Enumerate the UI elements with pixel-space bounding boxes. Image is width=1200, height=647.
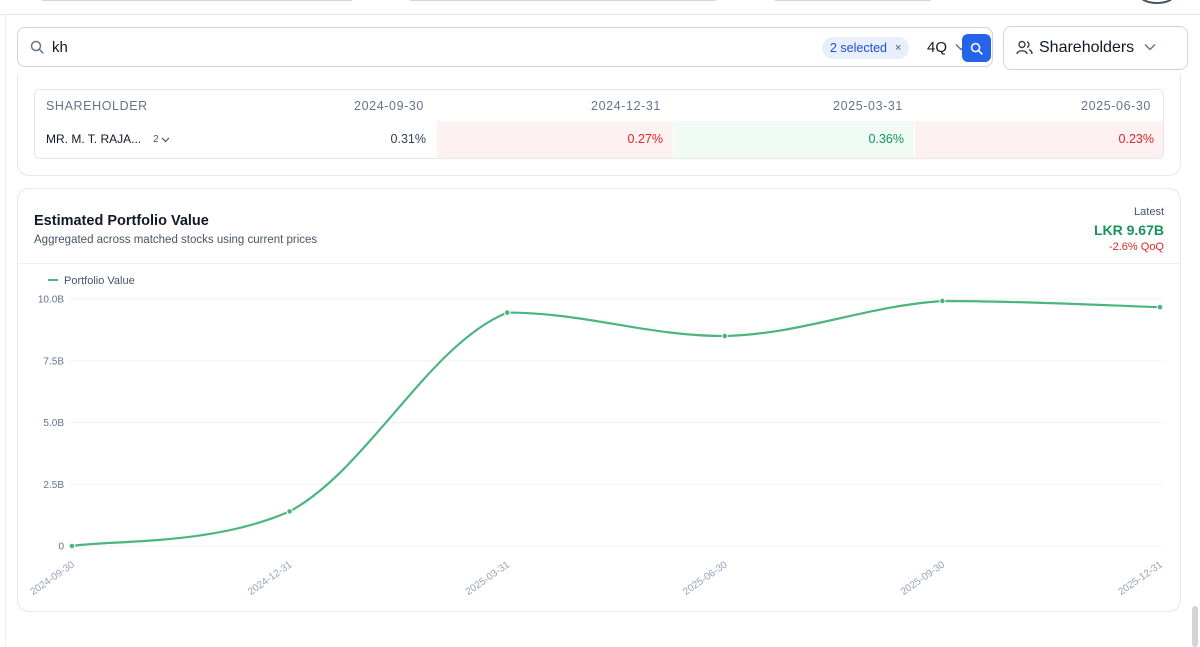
table-cell: 0.31% [195, 121, 436, 158]
page-edge [5, 14, 6, 647]
cell-value: 0.36% [868, 132, 904, 146]
column-header[interactable]: 2024-12-31 [591, 99, 661, 113]
cell-value: 0.27% [627, 132, 663, 146]
top-nav-strip [0, 0, 1200, 15]
chip-label: 2 selected [830, 41, 887, 55]
latest-change: -2.6% QoQ [1108, 241, 1164, 253]
column-header[interactable]: SHAREHOLDER [46, 99, 148, 113]
chevron-down-icon [161, 137, 169, 142]
match-count: 2 [153, 134, 159, 145]
column-header[interactable]: 2025-03-31 [833, 99, 903, 113]
divider [18, 263, 1180, 264]
portfolio-chart-card [17, 188, 1181, 612]
search-button[interactable] [962, 34, 991, 62]
holdings-table: SHAREHOLDER 2024-09-30 2024-12-31 2025-0… [34, 89, 1164, 159]
table-cell-decrease: 0.23% [915, 121, 1163, 158]
match-count-toggle[interactable]: 2 [153, 134, 170, 145]
scrollbar-thumb[interactable] [1192, 606, 1198, 647]
latest-value: LKR 9.67B [1093, 222, 1164, 238]
selected-filter-chip[interactable]: 2 selected × [822, 37, 910, 59]
chart-subtitle: Aggregated across matched stocks using c… [34, 234, 318, 246]
column-header[interactable]: 2025-06-30 [1081, 99, 1151, 113]
users-icon [1016, 40, 1033, 55]
search-input[interactable]: kh [52, 39, 68, 56]
table-cell-decrease: 0.27% [437, 121, 673, 158]
cell-value: 0.23% [1118, 132, 1154, 146]
chip-clear-icon[interactable]: × [894, 42, 902, 54]
latest-label: Latest [1134, 206, 1164, 218]
search-icon [30, 40, 44, 54]
shareholders-scope-select[interactable]: Shareholders [1003, 26, 1188, 70]
nav-fragment [410, 0, 716, 1]
scope-label: Shareholders [1039, 39, 1135, 56]
table-cell-increase: 0.36% [674, 121, 914, 158]
chevron-down-icon [1144, 43, 1156, 51]
column-header[interactable]: 2024-09-30 [354, 99, 424, 113]
nav-fragment [42, 0, 352, 1]
nav-fragment [775, 0, 931, 1]
cell-value: 0.31% [390, 132, 426, 146]
period-select[interactable]: 4Q [927, 39, 948, 56]
avatar[interactable] [1138, 0, 1176, 4]
search-icon [970, 42, 983, 55]
search-bar[interactable]: kh 2 selected × 4Q [17, 27, 993, 67]
chart-title: Estimated Portfolio Value [34, 213, 209, 229]
shareholder-name[interactable]: MR. M. T. RAJA... [46, 132, 142, 146]
